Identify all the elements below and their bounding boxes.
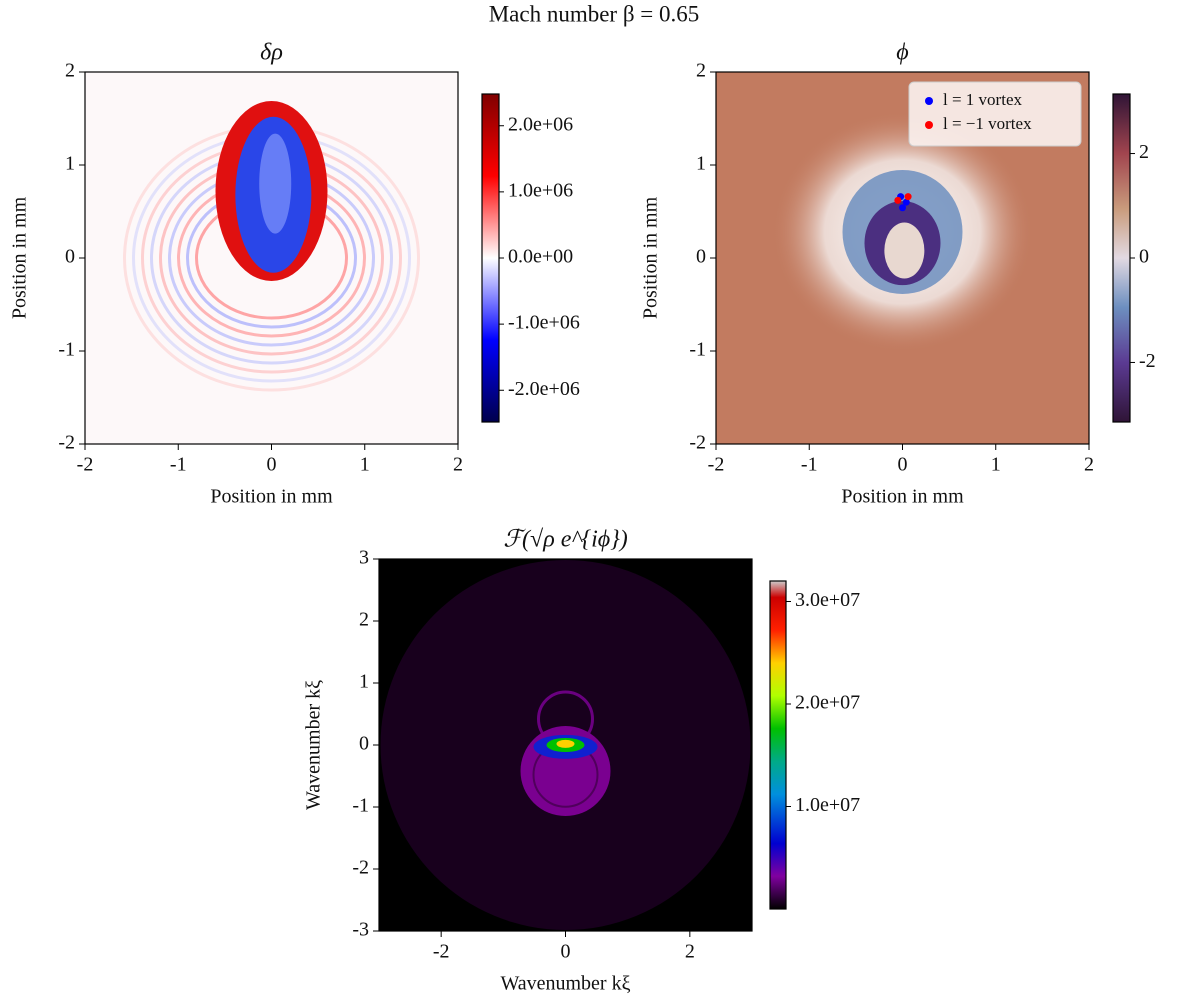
- colorbar-tick-label: -2.0e+06: [508, 378, 580, 400]
- y-tick-label: 1: [359, 671, 369, 693]
- vortex-point: [904, 193, 912, 201]
- y-tick-label: 2: [696, 60, 706, 82]
- vortex-point: [894, 196, 902, 204]
- x-axis-label: Position in mm: [841, 486, 964, 508]
- legend-marker: [925, 97, 933, 105]
- colorbar: [769, 580, 787, 910]
- heatmap: [85, 72, 458, 444]
- y-tick-label: 2: [65, 60, 75, 82]
- legend-marker: [925, 121, 933, 129]
- y-axis-label: Wavenumber kξ: [303, 680, 325, 810]
- y-tick-label: -1: [352, 795, 369, 817]
- y-tick-label: -2: [352, 857, 369, 879]
- colorbar-tick-label: 1.0e+07: [795, 794, 860, 816]
- x-tick-label: 2: [1084, 454, 1094, 476]
- legend-box: [908, 81, 1082, 147]
- colorbar-tick-label: -1.0e+06: [508, 312, 580, 334]
- panel-title: δρ: [260, 40, 283, 66]
- y-axis-label: Position in mm: [640, 196, 662, 319]
- panel-title: ℱ(√ρ e^{iϕ}): [503, 527, 628, 553]
- x-axis-label: Position in mm: [210, 486, 333, 508]
- vortex-point: [899, 204, 906, 212]
- colorbar-tick-label: 3.0e+07: [795, 589, 860, 611]
- x-tick-label: 0: [898, 454, 908, 476]
- heatmap: [379, 559, 752, 931]
- y-tick-label: 0: [65, 246, 75, 268]
- colorbar-tick-label: -2: [1139, 350, 1156, 372]
- vortex-point: [902, 198, 910, 206]
- colorbar-tick-label: 0.0e+00: [508, 246, 573, 268]
- x-tick-label: 1: [991, 454, 1001, 476]
- x-tick-label: 0: [561, 941, 571, 963]
- y-tick-label: 3: [359, 547, 369, 569]
- spot-yellow: [556, 739, 575, 748]
- colorbar: [1112, 93, 1131, 423]
- y-tick-label: 0: [696, 246, 706, 268]
- colorbar-tick-label: 2.0e+06: [508, 113, 573, 135]
- colorbar: [481, 93, 500, 423]
- colorbar-tick-label: 2: [1139, 141, 1149, 163]
- y-tick-label: -2: [58, 432, 75, 454]
- blue-core-light: [259, 133, 292, 234]
- y-tick-label: -2: [689, 432, 706, 454]
- colorbar-tick-label: 0: [1139, 246, 1149, 268]
- colorbar-tick-label: 1.0e+06: [508, 179, 573, 201]
- x-tick-label: -1: [170, 454, 187, 476]
- panel-title: ϕ: [896, 40, 908, 66]
- y-tick-label: -1: [58, 339, 75, 361]
- x-tick-label: 0: [267, 454, 277, 476]
- inner-core: [884, 222, 925, 279]
- x-tick-label: 2: [685, 941, 695, 963]
- x-tick-label: -2: [77, 454, 94, 476]
- x-tick-label: 1: [360, 454, 370, 476]
- legend-label: l = 1 vortex: [943, 90, 1022, 109]
- y-tick-label: -1: [689, 339, 706, 361]
- y-tick-label: 2: [359, 609, 369, 631]
- colorbar-tick-label: 2.0e+07: [795, 692, 860, 714]
- y-tick-label: 1: [696, 153, 706, 175]
- x-tick-label: -2: [708, 454, 725, 476]
- y-tick-label: -3: [352, 919, 369, 941]
- y-tick-label: 0: [359, 733, 369, 755]
- legend-label: l = −1 vortex: [943, 114, 1032, 133]
- x-tick-label: -2: [433, 941, 450, 963]
- y-tick-label: 1: [65, 153, 75, 175]
- x-tick-label: -1: [801, 454, 818, 476]
- x-tick-label: 2: [453, 454, 463, 476]
- x-axis-label: Wavenumber kξ: [500, 973, 630, 995]
- figure-title: Mach number β = 0.65: [489, 1, 700, 26]
- y-axis-label: Position in mm: [9, 196, 31, 319]
